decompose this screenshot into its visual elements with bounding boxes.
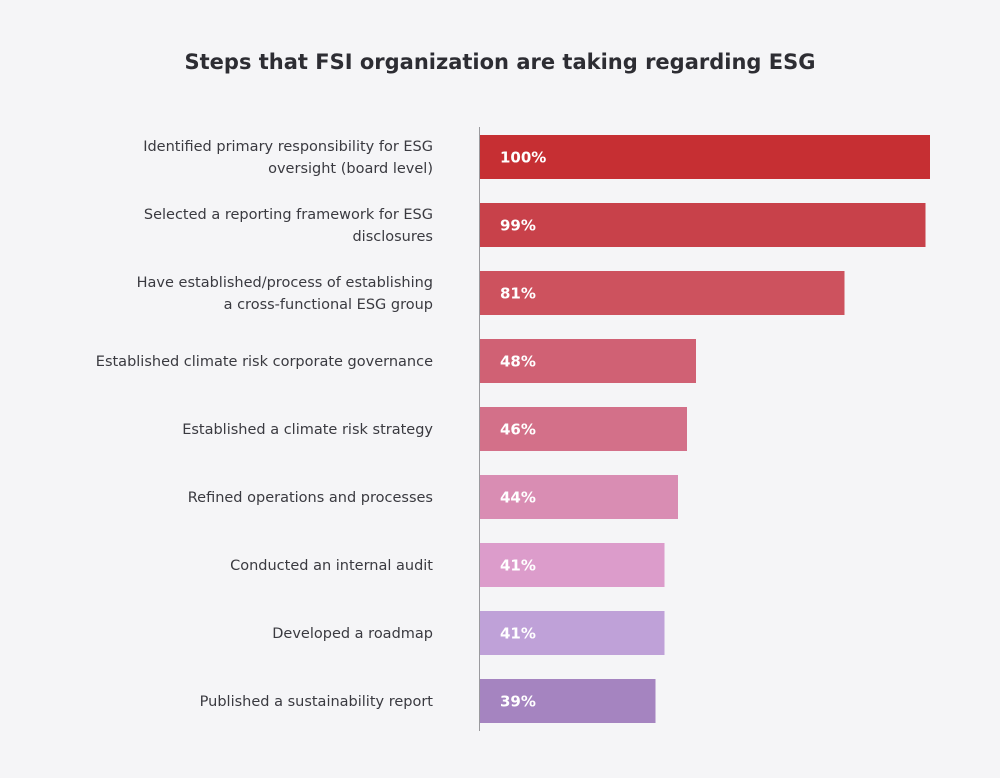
data-label: 44% — [500, 489, 536, 507]
data-label: 41% — [500, 557, 536, 575]
bar — [480, 475, 678, 519]
category-label: Conducted an internal audit — [230, 558, 433, 574]
category-label: Established a climate risk strategy — [182, 422, 433, 438]
data-label: 39% — [500, 693, 536, 711]
bar — [480, 407, 687, 451]
category-label: Developed a roadmap — [272, 626, 433, 642]
category-label: Published a sustainability report — [200, 694, 434, 710]
bar — [480, 271, 845, 315]
bar — [480, 679, 656, 723]
category-label: Identified primary responsibility for ES… — [143, 139, 433, 155]
chart-title: Steps that FSI organization are taking r… — [184, 50, 816, 74]
data-label: 48% — [500, 353, 536, 371]
bar — [480, 543, 665, 587]
category-label: Have established/process of establishing — [137, 275, 433, 291]
category-label: oversight (board level) — [268, 161, 433, 177]
category-label: Established climate risk corporate gover… — [96, 354, 433, 370]
data-label: 46% — [500, 421, 536, 439]
data-label: 81% — [500, 285, 536, 303]
category-label: Selected a reporting framework for ESG — [144, 207, 433, 223]
bar — [480, 339, 696, 383]
bar — [480, 611, 665, 655]
data-label: 99% — [500, 217, 536, 235]
data-label: 100% — [500, 149, 546, 167]
bar — [480, 203, 926, 247]
bar — [480, 135, 930, 179]
category-label: a cross-functional ESG group — [224, 297, 433, 313]
category-label: Refined operations and processes — [188, 490, 433, 506]
category-label: disclosures — [352, 229, 433, 245]
data-label: 41% — [500, 625, 536, 643]
